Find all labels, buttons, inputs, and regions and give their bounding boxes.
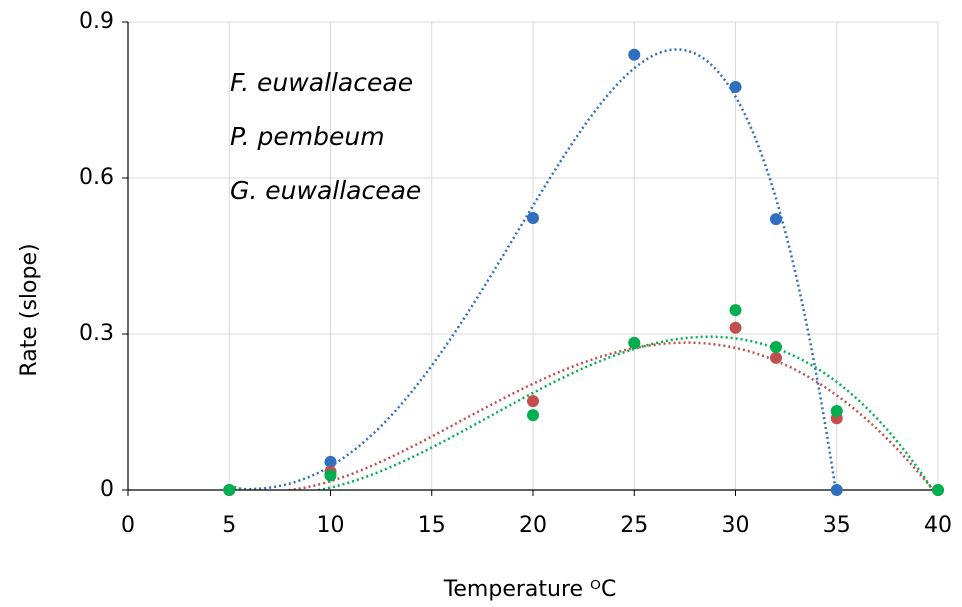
trendline [228,335,935,490]
x-tick-label: 35 [823,513,851,538]
y-axis-label: Rate (slope) [17,243,42,376]
trendline [228,341,935,490]
x-tick-label: 30 [722,513,750,538]
point [830,404,843,417]
x-tick-label: 15 [418,513,446,538]
points [223,48,944,496]
x-tick-label: 10 [317,513,345,538]
point [770,351,782,364]
x-tick-label: 40 [924,513,952,538]
y-tick-label: 0.3 [79,321,114,346]
point [830,484,843,496]
axes: 0 0.3 0.6 0.9 0 5 10 15 20 25 30 35 40 [79,9,952,538]
x-tick-label: 5 [222,513,236,538]
point [770,213,782,226]
trendlines [228,48,935,490]
point [628,336,641,349]
legend-label: G. euwallaceae [230,176,421,205]
point [729,321,742,334]
y-tick-label: 0.9 [79,9,114,34]
y-tick-label: 0 [100,477,114,502]
point [527,395,539,408]
point [729,81,742,93]
point [628,48,641,61]
x-axis-label: Temperature ᴼC [443,577,617,602]
legend-label: F. euwallaceae [230,68,413,97]
y-tick-label: 0.6 [79,165,114,190]
point [770,341,782,353]
legend-label: P. pembeum [230,122,385,151]
x-tick-label: 25 [620,513,648,538]
x-tick-label: 0 [121,513,135,538]
x-tick-label: 20 [519,513,547,538]
point [324,455,337,468]
point [932,484,944,496]
point [527,212,539,225]
point [324,469,337,482]
point [527,409,539,422]
point [223,484,236,496]
point [729,304,742,317]
